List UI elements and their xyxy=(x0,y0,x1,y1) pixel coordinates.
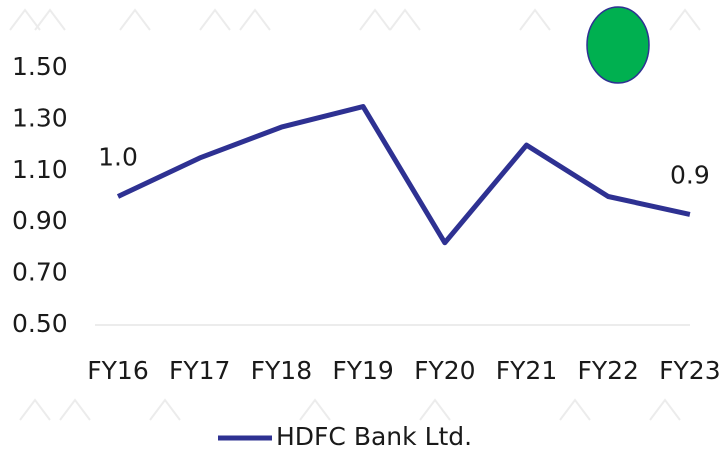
x-tick-label: FY21 xyxy=(496,356,557,385)
legend-label: HDFC Bank Ltd. xyxy=(276,422,472,451)
x-tick-label: FY18 xyxy=(251,356,312,385)
status-dot xyxy=(586,6,650,84)
background-pattern xyxy=(9,8,701,421)
y-tick-label: 1.50 xyxy=(12,52,68,81)
x-tick-label: FY20 xyxy=(414,356,475,385)
x-tick-label: FY16 xyxy=(87,356,148,385)
data-label: 0.9 xyxy=(670,160,710,189)
line xyxy=(116,104,691,246)
x-tick-label: FY23 xyxy=(659,356,720,385)
y-tick-label: 0.50 xyxy=(12,309,68,338)
x-tick-label: FY17 xyxy=(169,356,230,385)
y-tick-label: 0.70 xyxy=(12,258,68,287)
data-label: 1.0 xyxy=(98,143,138,172)
x-tick-label: FY22 xyxy=(577,356,638,385)
x-tick-label: FY19 xyxy=(332,356,393,385)
y-tick-label: 1.30 xyxy=(12,103,68,132)
y-tick-label: 1.10 xyxy=(12,155,68,184)
y-tick-label: 0.90 xyxy=(12,206,68,235)
